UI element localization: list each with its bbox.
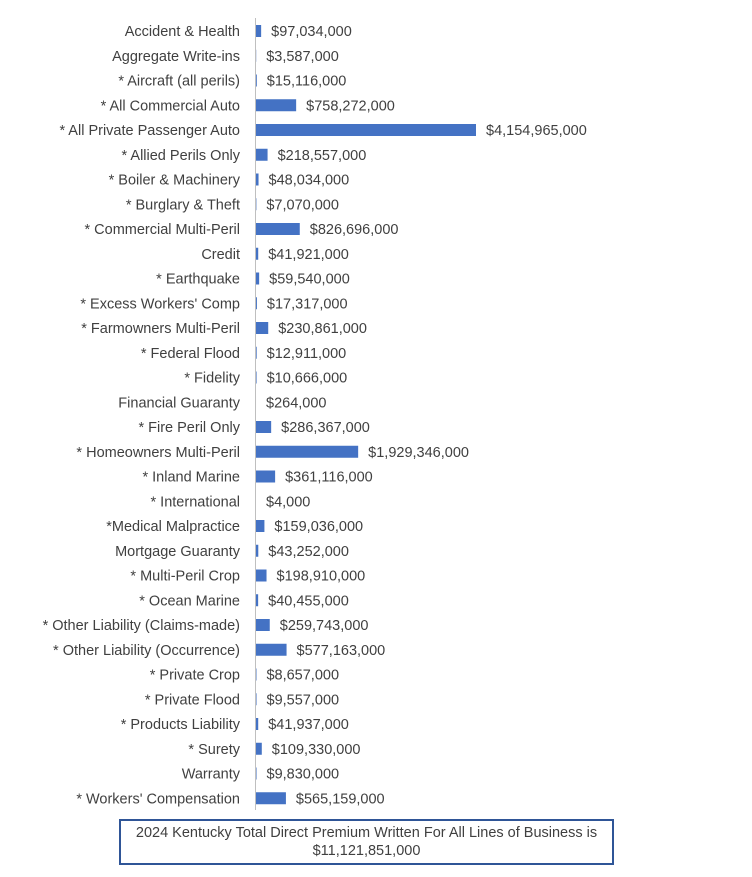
category-label: Aggregate Write-ins (112, 49, 240, 65)
bar (256, 99, 297, 112)
bar (256, 297, 257, 310)
category-label: * Fidelity (184, 371, 240, 387)
category-label: * Allied Perils Only (122, 148, 241, 164)
value-label: $218,557,000 (278, 148, 367, 164)
value-label: $97,034,000 (271, 24, 352, 40)
value-label: $40,455,000 (268, 593, 349, 609)
bar (256, 272, 260, 285)
value-label: $7,070,000 (266, 197, 339, 213)
value-label: $9,557,000 (267, 692, 340, 708)
value-label: $10,666,000 (267, 371, 348, 387)
value-label: $264,000 (266, 395, 326, 411)
category-label: * Boiler & Machinery (109, 173, 241, 189)
value-label: $12,911,000 (267, 346, 347, 362)
value-label: $48,034,000 (269, 173, 350, 189)
category-label: * Farmowners Multi-Peril (81, 321, 240, 337)
category-label: * International (151, 494, 240, 510)
total-premium-note-line1: 2024 Kentucky Total Direct Premium Writt… (135, 825, 598, 841)
bar (256, 371, 257, 384)
category-label: * Other Liability (Claims-made) (43, 618, 240, 634)
category-label: * Private Flood (145, 692, 240, 708)
category-label: * Other Liability (Occurrence) (53, 643, 240, 659)
total-premium-note: 2024 Kentucky Total Direct Premium Writt… (119, 819, 614, 865)
bar (256, 223, 300, 235)
value-label: $1,929,346,000 (368, 445, 469, 461)
category-label: * All Private Passenger Auto (59, 123, 240, 139)
value-label: $43,252,000 (268, 544, 349, 560)
category-label: * Ocean Marine (139, 593, 240, 609)
total-premium-note-line2: $11,121,851,000 (312, 843, 421, 859)
bar-chart: Accident & Health $97,034,000 Aggregate Wr… (43, 18, 587, 810)
bar (256, 718, 259, 730)
value-label: $198,910,000 (277, 569, 366, 585)
value-label: $361,116,000 (285, 470, 373, 486)
value-label: $230,861,000 (278, 321, 367, 337)
category-label: * Homeowners Multi-Peril (76, 445, 240, 461)
category-label: *Medical Malpractice (106, 519, 240, 535)
category-label: * Surety (188, 742, 240, 758)
bar (256, 173, 259, 186)
value-label: $15,116,000 (267, 74, 347, 90)
bar (256, 619, 270, 631)
category-label: * Fire Peril Only (138, 420, 240, 436)
value-label: $41,937,000 (268, 717, 349, 733)
value-label: $758,272,000 (306, 98, 395, 114)
category-label: * Workers' Compensation (76, 791, 240, 807)
value-label: $59,540,000 (269, 272, 350, 288)
category-label: * Burglary & Theft (126, 197, 240, 213)
bar (256, 767, 257, 780)
value-label: $286,367,000 (281, 420, 370, 436)
value-label: $17,317,000 (267, 296, 348, 312)
bar (256, 594, 259, 607)
category-label: * Multi-Peril Crop (130, 569, 240, 585)
value-label: $41,921,000 (268, 247, 349, 263)
bar (256, 445, 359, 458)
category-label: Accident & Health (125, 24, 240, 40)
value-label: $9,830,000 (267, 767, 340, 783)
value-label: $8,657,000 (266, 668, 339, 684)
bar (256, 322, 269, 334)
bar (256, 247, 259, 260)
category-label: * Aircraft (all perils) (118, 74, 240, 90)
bar (256, 124, 476, 136)
value-label: $259,743,000 (280, 618, 369, 634)
category-label: Financial Guaranty (118, 395, 240, 411)
bar (256, 792, 286, 805)
category-label: Credit (201, 247, 240, 263)
value-label: $826,696,000 (310, 222, 399, 238)
bars-group: Accident & Health $97,034,000 Aggregate Wr… (43, 24, 587, 807)
category-label: * Earthquake (156, 272, 240, 288)
bar (256, 520, 265, 532)
category-label: * Excess Workers' Comp (80, 296, 240, 312)
value-label: $159,036,000 (274, 519, 363, 535)
value-label: $4,154,965,000 (486, 123, 587, 139)
bar (256, 148, 268, 161)
bar (256, 693, 257, 706)
value-label: $109,330,000 (272, 742, 361, 758)
bar (256, 569, 267, 582)
bar (256, 421, 272, 433)
bar (256, 742, 262, 755)
bar (256, 74, 257, 87)
bar (256, 470, 276, 483)
category-label: * Federal Flood (141, 346, 240, 362)
bar (256, 544, 259, 557)
category-label: Warranty (182, 767, 241, 783)
category-label: Mortgage Guaranty (115, 544, 241, 560)
category-label: * All Commercial Auto (101, 98, 240, 114)
bar (256, 346, 257, 359)
category-label: * Private Crop (150, 668, 240, 684)
category-label: * Inland Marine (142, 470, 240, 486)
value-label: $4,000 (266, 494, 310, 510)
value-label: $565,159,000 (296, 791, 385, 807)
value-label: $577,163,000 (297, 643, 386, 659)
category-label: * Commercial Multi-Peril (85, 222, 241, 238)
bar (256, 643, 287, 656)
bar (256, 25, 262, 37)
category-label: * Products Liability (121, 717, 241, 733)
value-label: $3,587,000 (266, 49, 339, 65)
